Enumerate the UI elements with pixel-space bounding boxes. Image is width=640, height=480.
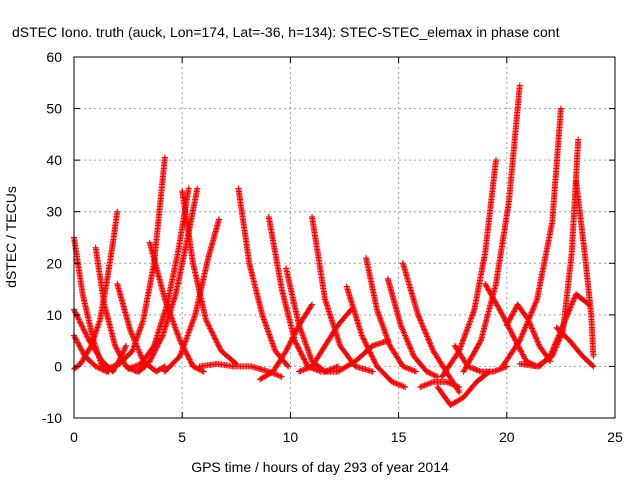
- x-axis-label: GPS time / hours of day 293 of year 2014: [191, 459, 449, 475]
- arc-markers: [343, 283, 409, 391]
- x-tick-label: 10: [283, 429, 299, 445]
- x-tick-label: 15: [391, 429, 407, 445]
- data-arc-23: [384, 275, 441, 380]
- x-tick-label: 5: [178, 429, 186, 445]
- y-tick-label: 20: [46, 255, 62, 271]
- data-arc-18: [296, 306, 354, 375]
- data-arc-9: [135, 185, 201, 375]
- arc-markers: [363, 255, 419, 375]
- arc-markers: [399, 260, 463, 396]
- arc-markers: [235, 185, 292, 370]
- y-tick-label: -10: [42, 410, 62, 426]
- arc-markers: [161, 216, 222, 375]
- arc-markers: [434, 368, 493, 409]
- arc-markers: [553, 324, 597, 370]
- data-arc-22: [363, 255, 419, 375]
- arc-markers: [499, 105, 564, 370]
- data-arcs: [71, 82, 597, 409]
- data-arc-35: [553, 324, 597, 370]
- arc-markers: [179, 188, 240, 367]
- y-tick-label: 10: [46, 307, 62, 323]
- y-tick-label: 30: [46, 204, 62, 220]
- data-arc-21: [343, 283, 409, 391]
- arc-markers: [296, 306, 354, 375]
- y-tick-label: 60: [46, 49, 62, 65]
- arc-markers: [309, 213, 376, 375]
- data-arc-16: [265, 213, 324, 375]
- arc-markers: [460, 82, 523, 375]
- ticks: 0 5 10 15 20 25 -10 0 10 20 30 40 50 60: [42, 49, 623, 445]
- y-tick-label: 40: [46, 152, 62, 168]
- data-arc-31: [499, 105, 564, 370]
- arc-markers: [257, 301, 315, 383]
- data-arc-25: [417, 378, 463, 391]
- y-tick-label: 50: [46, 101, 62, 117]
- data-arc-12: [179, 188, 240, 367]
- x-tick-label: 25: [607, 429, 623, 445]
- data-arc-24: [399, 260, 463, 396]
- arc-markers: [265, 213, 324, 375]
- arc-markers: [135, 185, 201, 375]
- data-arc-11: [161, 216, 222, 375]
- data-arc-14: [235, 185, 292, 370]
- x-tick-label: 20: [499, 429, 515, 445]
- arc-markers: [384, 275, 441, 380]
- data-arc-15: [257, 301, 315, 383]
- data-arc-36: [573, 177, 597, 360]
- y-axis-label: dSTEC / TECUs: [3, 186, 19, 288]
- data-arc-28: [438, 157, 499, 380]
- chart-title: dSTEC Iono. truth (auck, Lon=174, Lat=-3…: [12, 24, 560, 40]
- arc-markers: [417, 378, 463, 391]
- y-tick-label: 0: [54, 358, 62, 374]
- data-arc-29: [460, 82, 523, 375]
- arc-markers: [438, 157, 499, 380]
- arc-markers: [573, 177, 597, 360]
- data-arc-19: [309, 213, 376, 375]
- data-arc-32: [503, 301, 554, 365]
- x-tick-label: 0: [70, 429, 78, 445]
- data-arc-26: [434, 368, 493, 409]
- plot-frame: [73, 56, 616, 419]
- arc-markers: [503, 301, 554, 365]
